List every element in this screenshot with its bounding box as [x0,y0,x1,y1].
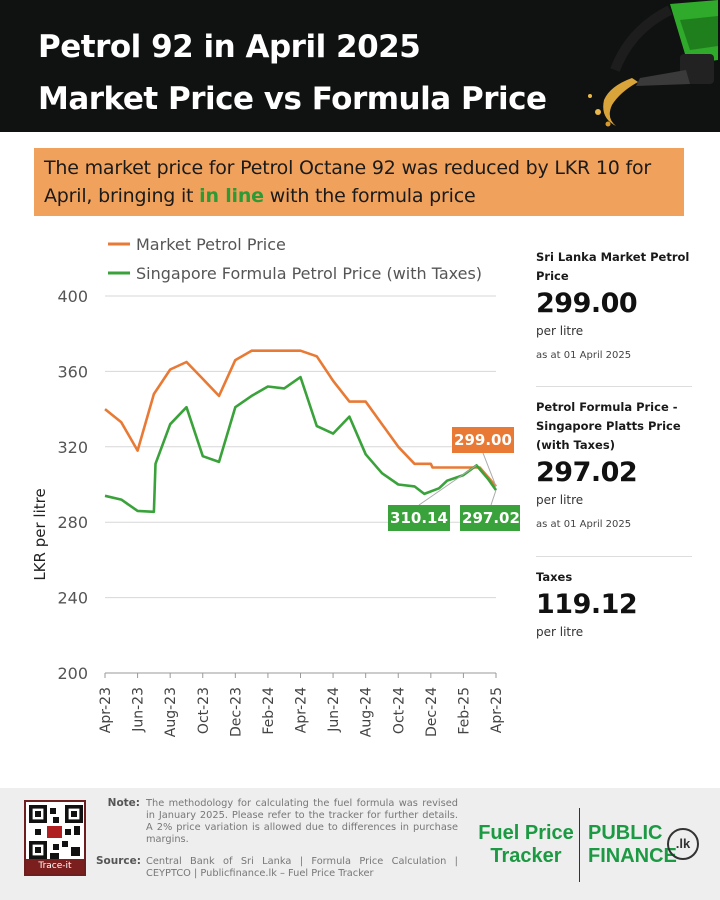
formula-price-label: Petrol Formula Price - Singapore Platts … [536,400,681,452]
side-market-block: Sri Lanka Market Petrol Price 299.00 per… [536,248,694,361]
annotation-label: 310.14 [390,509,448,527]
trace-it-qr[interactable]: Trace-it [24,800,86,876]
x-tick-label: Feb-25 [456,687,472,735]
series-line [104,349,497,488]
y-tick-label: 400 [57,287,88,306]
annotation-label: 299.00 [454,431,512,449]
x-tick-label: Dec-23 [228,687,244,737]
taxes-unit: per litre [536,625,584,639]
qr-caption: Trace-it [26,859,84,874]
market-price-value: 299.00 [536,288,638,319]
brand-pf-line2: FINANCE [588,845,677,867]
series-line [104,375,498,514]
market-price-unit: per litre [536,324,584,338]
y-tick-label: 280 [57,513,88,532]
side-divider [536,386,692,387]
legend-label: Market Petrol Price [136,235,286,254]
x-tick-label: Aug-23 [163,687,179,737]
annotation-leader [490,489,497,506]
y-tick-label: 200 [57,664,88,683]
public-finance-logo[interactable]: PUBLIC FINANCE [588,822,677,868]
brand-ft-line1: Fuel Price [478,822,574,844]
x-tick-label: Aug-24 [359,687,375,737]
price-line-chart: 200 240 280 320 360 400 Apr-23 Jun-23 Aug-23 Oct-… [31,235,520,737]
y-axis-label: LKR per litre [31,488,49,580]
banner-text-before: The market price for Petrol Octane 92 wa… [44,157,651,207]
note-label: Note: [107,797,140,809]
qr-code-icon [29,805,83,859]
banner-highlight: in line [199,185,264,207]
y-tick-label: 320 [57,438,88,457]
market-price-date: as at 01 April 2025 [536,350,632,361]
formula-price-value: 297.02 [536,457,638,488]
source-text: Central Bank of Sri Lanka | Formula Pric… [146,856,458,879]
source-label: Source: [96,855,141,867]
formula-price-unit: per litre [536,493,584,507]
taxes-value: 119.12 [536,589,638,620]
legend-label: Singapore Formula Petrol Price (with Tax… [136,264,482,283]
brand-ft-line2: Tracker [490,845,562,867]
page-title: Petrol 92 in April 2025 [38,29,421,65]
side-formula-block: Petrol Formula Price - Singapore Platts … [536,398,694,530]
annotation-label: 297.02 [462,509,520,527]
x-tick-label: Oct-24 [391,687,407,734]
x-tick-label: Oct-23 [196,687,212,734]
page-subtitle: Market Price vs Formula Price [38,81,547,117]
side-taxes-block: Taxes 119.12 per litre [536,568,694,641]
header: Petrol 92 in April 2025 Market Price vs … [0,0,720,132]
footer: Trace-it Note: The methodology for calcu… [0,788,720,900]
x-tick-label: Dec-24 [424,687,440,737]
side-divider [536,556,692,557]
x-tick-label: Apr-23 [98,687,114,733]
annotation-leader [418,464,477,506]
formula-price-date: as at 01 April 2025 [536,519,632,530]
fuel-nozzle-icon [588,0,718,127]
summary-banner: The market price for Petrol Octane 92 wa… [34,148,684,216]
annotation-leader [482,452,497,487]
annotation-box [460,505,520,531]
taxes-label: Taxes [536,570,573,584]
brand-pf-line1: PUBLIC [588,822,663,844]
banner-text-after: with the formula price [263,185,476,207]
fuel-price-tracker-logo[interactable]: Fuel Price Tracker [476,822,576,868]
x-tick-label: Apr-24 [294,687,310,733]
x-tick-label: Jun-23 [131,687,147,733]
y-tick-label: 240 [57,589,88,608]
x-tick-label: Apr-25 [489,687,505,733]
annotation-box [388,505,450,531]
x-tick-label: Jun-24 [326,687,342,733]
brand-divider [579,808,580,882]
annotation-box [452,427,514,453]
brand-lk-badge: .lk [667,828,699,860]
y-tick-label: 360 [57,362,88,381]
market-price-label: Sri Lanka Market Petrol Price [536,250,690,283]
note-text: The methodology for calculating the fuel… [146,798,458,845]
x-tick-label: Feb-24 [261,687,277,735]
